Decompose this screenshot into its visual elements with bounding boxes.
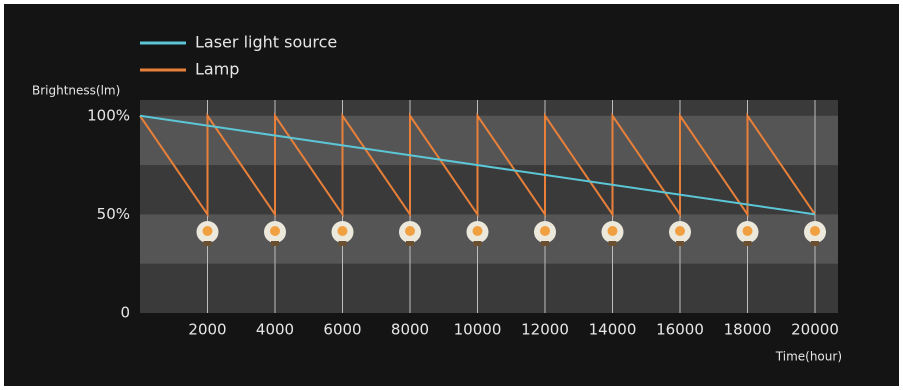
bulb-glow: [540, 226, 550, 236]
bulb-glow: [405, 226, 415, 236]
bulb-base: [271, 241, 279, 246]
bulb-base: [203, 241, 212, 246]
band: [140, 214, 838, 264]
bulb-glow: [337, 226, 348, 236]
y-tick-label: 50%: [97, 205, 130, 223]
x-tick-label: 2000: [188, 321, 226, 339]
x-tick-label: 12000: [521, 321, 569, 339]
x-tick-label: 16000: [656, 321, 704, 339]
bulb-glow: [675, 226, 685, 236]
x-tick-label: 8000: [391, 321, 429, 339]
bulb-glow: [472, 226, 483, 236]
bulb-base: [743, 241, 752, 246]
x-axis-label: Time(hour): [775, 350, 842, 364]
x-tick-label: 6000: [323, 321, 361, 339]
bulb-glow: [810, 226, 820, 236]
bulb-base: [473, 241, 482, 246]
y-axis-label: Brightness(lm): [32, 84, 120, 98]
x-tick-label: 10000: [454, 321, 502, 339]
bulb-base: [608, 241, 617, 246]
y-tick-label: 100%: [87, 106, 130, 124]
bulb-base: [338, 241, 347, 246]
bulb-glow: [270, 226, 280, 236]
legend-label: Laser light source: [195, 33, 337, 52]
bulb-base: [406, 241, 414, 246]
x-tick-label: 18000: [724, 321, 772, 339]
band: [140, 115, 838, 166]
series-line: [139, 114, 816, 216]
bulb-glow: [607, 226, 618, 236]
x-tick-label: 4000: [256, 321, 294, 339]
bulb-base: [676, 241, 684, 246]
bulb-base: [541, 241, 549, 246]
y-tick-label: 0: [120, 304, 130, 322]
bulb-glow: [742, 226, 753, 236]
x-tick-label: 14000: [589, 321, 637, 339]
x-tick-label: 20000: [791, 321, 839, 339]
legend-label: Lamp: [195, 60, 239, 79]
bulb-base: [811, 241, 819, 246]
bulb-glow: [202, 226, 213, 236]
